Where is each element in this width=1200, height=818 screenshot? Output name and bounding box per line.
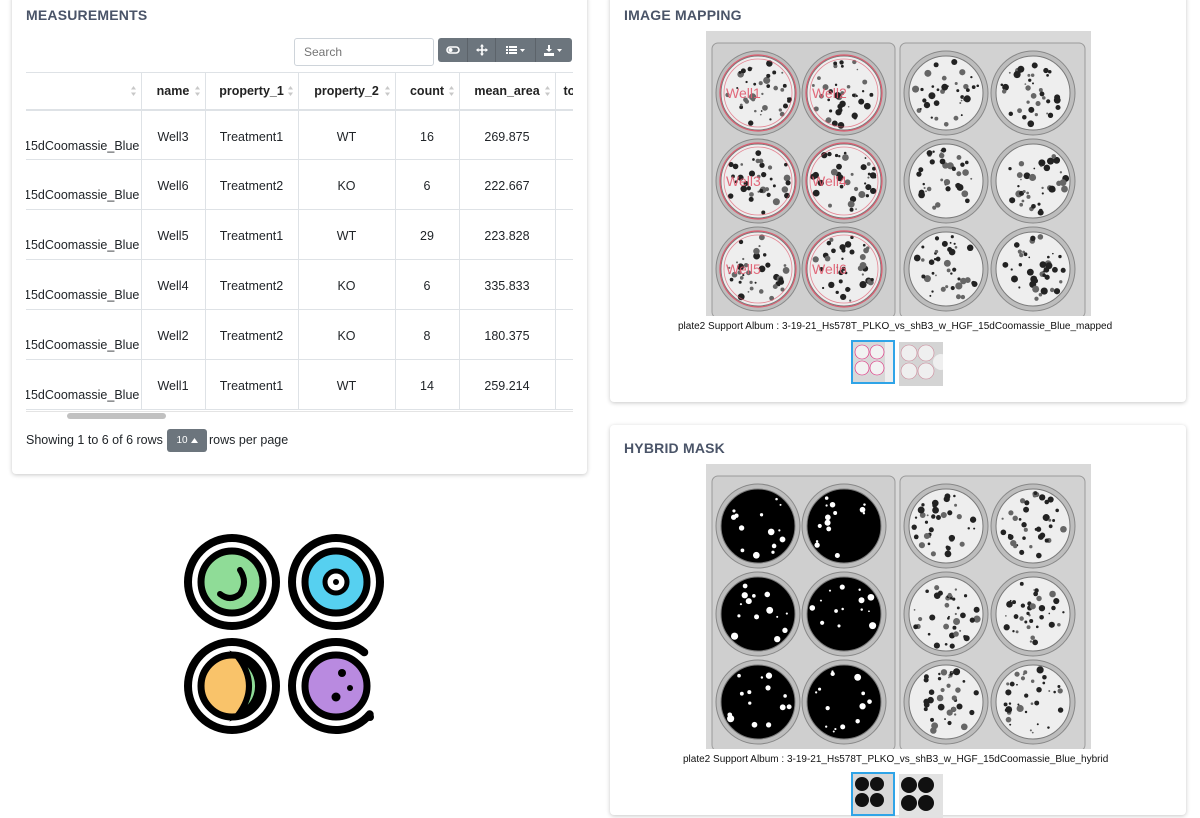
well-label: Well3 [726, 173, 761, 189]
measurements-table-wrapper: name property_1 property_2 count mean_ar… [26, 72, 573, 417]
table-toolbar [438, 38, 572, 62]
table-cell: Treatment2 [205, 309, 299, 360]
thumbnail-mask[interactable] [899, 774, 943, 818]
column-header-property-1[interactable]: property_1 [205, 72, 299, 110]
table-cell: Well2 [141, 309, 206, 360]
column-header-truncated[interactable]: to [563, 83, 574, 98]
mapped-image-caption: plate2 Support Album : 3-19-21_Hs578T_PL… [678, 321, 1113, 332]
table-cell: 8 [395, 309, 460, 360]
table-cell: WT [298, 359, 396, 410]
sort-icon [194, 86, 200, 96]
table-cell: 16 [395, 109, 460, 160]
table-cell: KO [298, 309, 396, 360]
table-cell [555, 260, 573, 310]
column-header-mean-area[interactable]: mean_area [459, 72, 556, 110]
column-header-count[interactable]: count [395, 72, 460, 110]
sort-icon [384, 86, 390, 96]
well-label: Well4 [812, 173, 847, 189]
move-icon[interactable] [468, 38, 496, 62]
toggle-icon[interactable] [438, 38, 468, 62]
table-cell [555, 360, 573, 410]
table-row[interactable]: 15dCoomassie_Blue Well6 Treatment2 KO 6 222.6… [26, 159, 573, 210]
well-label: Well2 [812, 85, 847, 101]
table-cell: Well3 [141, 109, 206, 160]
well-label: Well5 [726, 261, 761, 277]
table-cell [555, 310, 573, 360]
table-header-row: name property_1 property_2 count mean_ar… [26, 72, 574, 110]
table-row[interactable]: 15dCoomassie_Blue Well4 Treatment2 KO 6 335.8… [26, 259, 573, 310]
table-cell: WT [298, 209, 396, 260]
hybrid-image-caption: plate2 Support Album : 3-19-21_Hs578T_PL… [683, 754, 1109, 765]
thumbnail-mapped[interactable] [851, 340, 895, 384]
table-cell [555, 210, 573, 260]
table-row[interactable]: 15dCoomassie_Blue Well1 Treatment1 WT 14 259.… [26, 359, 573, 410]
table-row[interactable]: 15dCoomassie_Blue Well5 Treatment1 WT 29 223.… [26, 209, 573, 260]
sort-icon [287, 86, 293, 96]
search-input[interactable] [294, 38, 434, 66]
measurements-table: name property_1 property_2 count mean_ar… [26, 72, 573, 410]
table-cell: Well1 [141, 359, 206, 410]
table-cell: Well6 [141, 159, 206, 210]
hybrid-mask-card: HYBRID MASK plate2 Support Album : 3-19-… [610, 425, 1186, 818]
table-cell: Well4 [141, 259, 206, 310]
table-cell: Treatment1 [205, 359, 299, 410]
table-cell: 15dCoomassie_Blue [26, 359, 142, 410]
sort-icon [130, 86, 136, 96]
table-cell: 29 [395, 209, 460, 260]
table-cell: Treatment1 [205, 109, 299, 160]
caret-up-icon [190, 438, 198, 443]
scrollbar-thumb[interactable] [67, 413, 166, 419]
petri-dish-logo-icon [184, 534, 384, 734]
columns-icon[interactable] [496, 38, 536, 62]
column-header-name[interactable]: name [141, 72, 206, 110]
table-cell: 269.875 [459, 109, 556, 160]
table-cell: 223.828 [459, 209, 556, 260]
pagination-info: Showing 1 to 6 of 6 rows [26, 433, 163, 447]
table-cell: Treatment2 [205, 259, 299, 310]
table-cell: 6 [395, 159, 460, 210]
page-size-value: 10 [176, 435, 188, 446]
table-cell: 15dCoomassie_Blue [26, 159, 142, 210]
well-label: Well6 [812, 261, 847, 277]
image-mapping-title: IMAGE MAPPING [624, 7, 742, 23]
sort-icon [544, 86, 550, 96]
rows-per-page-label: rows per page [209, 433, 289, 447]
table-cell: 335.833 [459, 259, 556, 310]
column-header[interactable] [26, 72, 142, 110]
table-cell: 15dCoomassie_Blue [26, 109, 142, 160]
sort-icon [448, 86, 454, 96]
table-cell: 6 [395, 259, 460, 310]
table-cell: 15dCoomassie_Blue [26, 309, 142, 360]
measurements-title: MEASUREMENTS [26, 7, 148, 23]
table-cell: 180.375 [459, 309, 556, 360]
hybrid-mask-title: HYBRID MASK [624, 440, 725, 456]
table-cell: Treatment1 [205, 209, 299, 260]
table-cell: 222.667 [459, 159, 556, 210]
horizontal-scrollbar[interactable] [26, 411, 573, 419]
column-header-property-2[interactable]: property_2 [298, 72, 396, 110]
well-label: Well1 [726, 85, 761, 101]
mapped-plate-image[interactable]: Well1 Well2 Well3 Well4 Well5 Well6 [706, 31, 1091, 316]
table-cell [555, 160, 573, 210]
app-logo [180, 530, 390, 742]
table-cell: 15dCoomassie_Blue [26, 259, 142, 310]
table-cell: KO [298, 159, 396, 210]
table-row[interactable]: 15dCoomassie_Blue Well2 Treatment2 KO 8 180.3… [26, 309, 573, 360]
table-row[interactable]: 15dCoomassie_Blue Well3 Treatment1 WT 16 269.… [26, 109, 573, 160]
table-cell: 14 [395, 359, 460, 410]
table-cell [555, 110, 573, 160]
page-size-dropdown[interactable]: 10 [167, 429, 207, 452]
thumbnail-hybrid[interactable] [851, 772, 895, 816]
table-cell: KO [298, 259, 396, 310]
table-cell: Treatment2 [205, 159, 299, 210]
export-icon[interactable] [536, 38, 572, 62]
image-mapping-card: IMAGE MAPPING Well1 Well2 Well3 Well4 Well5 W… [610, 0, 1186, 402]
table-cell: 15dCoomassie_Blue [26, 209, 142, 260]
hybrid-plate-image[interactable] [706, 464, 1091, 749]
table-cell: 259.214 [459, 359, 556, 410]
measurements-card: MEASUREMENTS name [12, 0, 587, 474]
table-cell: Well5 [141, 209, 206, 260]
thumbnail-original[interactable] [899, 342, 943, 386]
table-cell: WT [298, 109, 396, 160]
